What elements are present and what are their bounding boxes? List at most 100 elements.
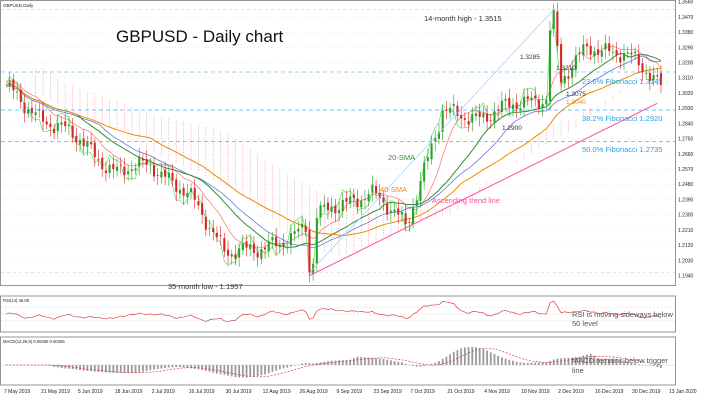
level-1-3040: 1.3040: [566, 99, 586, 106]
rsi-note-line2: 50 level: [572, 319, 598, 328]
candle-body: [72, 126, 74, 138]
price-tick-label: 1.2660: [678, 152, 694, 158]
candle-body: [634, 52, 636, 53]
candle-body: [60, 122, 62, 125]
candle-body: [431, 143, 433, 159]
macd-bar: [386, 360, 388, 365]
macd-bar: [560, 358, 562, 365]
candle-body: [101, 158, 103, 170]
macd-bar: [423, 365, 425, 366]
candle-body: [538, 100, 540, 109]
price-tick-label: 1.2300: [678, 213, 694, 219]
candle-body: [168, 173, 170, 178]
candle-body: [530, 98, 532, 101]
candle-body: [238, 248, 240, 257]
candle-body: [468, 121, 470, 124]
candle-body: [160, 172, 162, 178]
macd-bar: [542, 362, 544, 365]
macd-bar: [405, 364, 407, 365]
candle-body: [542, 104, 544, 107]
rsi-header: RSI(14) 45.05: [3, 298, 30, 303]
candle-body: [567, 76, 569, 79]
macd-bar: [445, 357, 447, 365]
macd-bar: [164, 365, 166, 368]
price-tick-label: 1.3110: [678, 76, 693, 82]
price-tick-label: 1.2210: [678, 228, 694, 234]
candle-body: [127, 171, 129, 174]
candle-body: [105, 170, 107, 173]
macd-bar: [479, 348, 481, 365]
macd-bar: [649, 365, 651, 366]
rsi-note-line1: RSI is moving sideways below: [572, 310, 673, 319]
candle-body: [164, 170, 166, 177]
macd-bar: [220, 365, 222, 374]
macd-bar: [153, 365, 155, 370]
candle-body: [57, 123, 59, 131]
macd-bar: [309, 363, 311, 365]
candle-body: [327, 203, 329, 210]
candle-body: [560, 44, 562, 83]
level-1-3210: 1.3210: [556, 65, 576, 72]
macd-bar: [390, 360, 392, 365]
candle-body: [179, 190, 181, 194]
date-tick-label: 18 Jun 2019: [115, 389, 143, 395]
candle-body: [512, 105, 514, 110]
candle-body: [94, 143, 96, 157]
macd-bar: [312, 363, 314, 365]
macd-bar: [235, 365, 237, 377]
macd-bar: [512, 361, 514, 365]
candle-body: [630, 53, 632, 55]
candle-body: [375, 186, 377, 193]
level-1-2900: 1.2900: [502, 125, 522, 132]
macd-bar: [61, 365, 63, 368]
macd-bar: [283, 365, 285, 368]
candle-body: [83, 138, 85, 146]
macd-bar: [212, 365, 214, 373]
macd-bar: [401, 362, 403, 365]
candle-body: [257, 252, 259, 257]
candle-body: [353, 195, 355, 198]
macd-bar: [653, 365, 655, 366]
macd-bar: [98, 365, 100, 372]
candle-body: [645, 73, 647, 74]
candle-body: [242, 243, 244, 250]
candle-body: [323, 205, 325, 207]
macd-bar: [272, 365, 274, 372]
candle-body: [20, 90, 22, 102]
candle-body: [479, 112, 481, 117]
candle-body: [416, 200, 418, 206]
candle-body: [382, 197, 384, 202]
macd-bar: [375, 358, 377, 365]
candle-body: [197, 201, 199, 205]
macd-bar: [497, 356, 499, 365]
macd-bar: [268, 365, 270, 373]
candle-body: [275, 237, 277, 246]
macd-bar: [227, 365, 229, 376]
macd-bar: [279, 365, 281, 369]
macd-bar: [90, 365, 92, 371]
candle-body: [268, 242, 270, 252]
candle-body: [112, 164, 114, 169]
macd-bar: [449, 354, 451, 365]
candle-body: [157, 175, 159, 176]
price-axis: 1.35601.34701.33801.32901.32001.31101.30…: [678, 0, 694, 280]
date-tick-label: 16 Jul 2019: [189, 389, 215, 395]
candle-body: [527, 96, 529, 99]
macd-bar: [179, 365, 181, 367]
macd-bar: [360, 357, 362, 365]
candle-body: [75, 136, 77, 143]
macd-bar: [412, 365, 414, 366]
macd-bar: [434, 363, 436, 365]
candle-body: [579, 53, 581, 54]
macd-bar: [75, 365, 77, 369]
candle-body: [364, 199, 366, 200]
fib-50-label: 50.0% Fibonacci 1.2735: [582, 145, 662, 154]
candle-body: [505, 99, 507, 101]
candle-body: [134, 168, 136, 170]
candle-body: [294, 231, 296, 234]
macd-bar: [216, 365, 218, 374]
macd-bar: [79, 365, 81, 370]
macd-bar: [371, 358, 373, 365]
macd-bar: [305, 363, 307, 365]
